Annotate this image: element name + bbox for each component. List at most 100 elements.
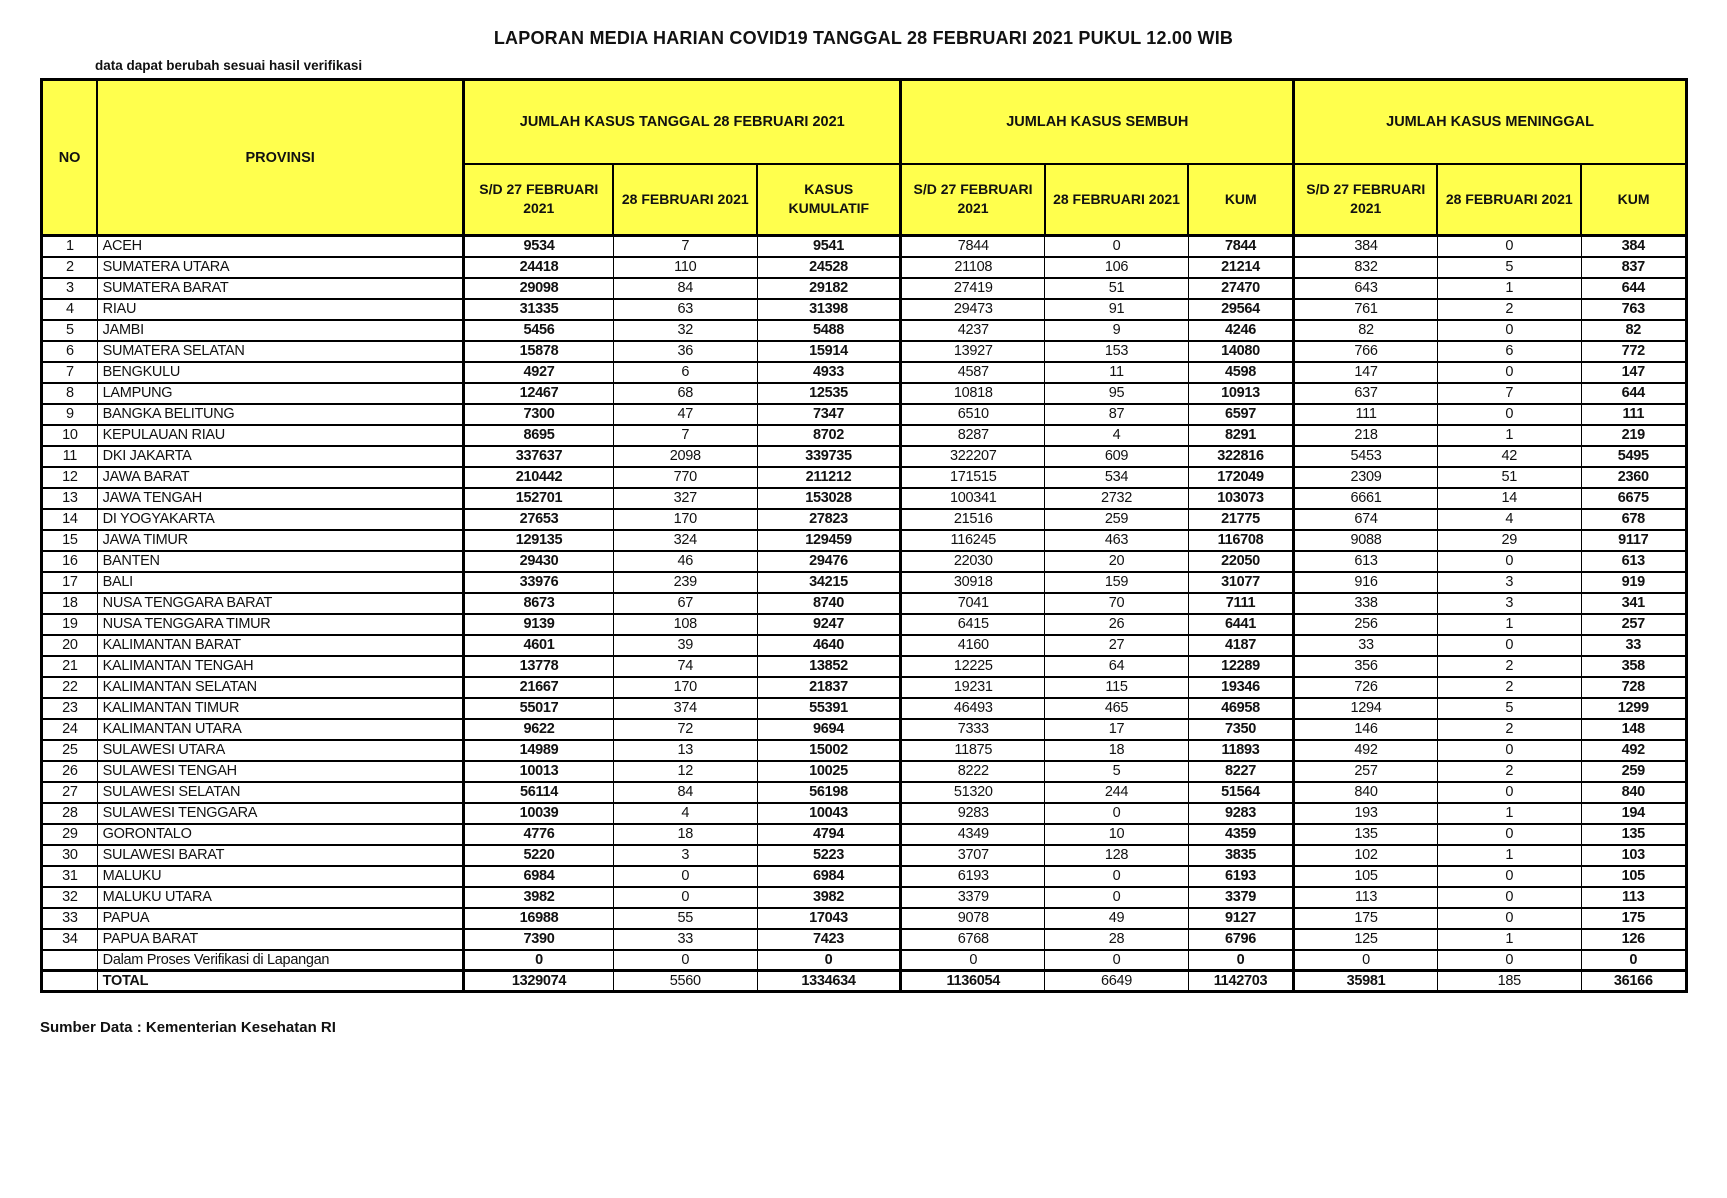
province-row: 5 JAMBI 5456 32 5488 4237 9 4246 82 0 82 (41, 318, 1688, 342)
cell-sd27_sembuh: 29473 (899, 297, 1046, 321)
cell-no: 3 (41, 276, 98, 300)
cell-kum_sembuh: 7844 (1187, 234, 1295, 258)
cell-kum_meninggal: 644 (1580, 276, 1688, 300)
cell-sd27_sembuh: 4160 (899, 633, 1046, 657)
cell-sd27_kasus: 29098 (462, 276, 614, 300)
cell-sd27_sembuh: 6193 (899, 864, 1046, 888)
cell-kum_sembuh: 11893 (1187, 738, 1295, 762)
cell-kum_meninggal: 194 (1580, 801, 1688, 825)
cell-feb28_kasus: 72 (612, 717, 758, 741)
cell-feb28_sembuh: 9 (1044, 318, 1189, 342)
cell-kasus_kumulatif: 17043 (756, 906, 902, 930)
cell-kum_meninggal: 257 (1580, 612, 1688, 636)
cell-sd27_kasus: 1329074 (462, 969, 614, 993)
cell-no: 11 (41, 444, 98, 468)
cell-kum_sembuh: 51564 (1187, 780, 1295, 804)
cell-provinsi: BALI (96, 570, 465, 594)
cell-sd27_sembuh: 6415 (899, 612, 1046, 636)
cell-feb28_kasus: 2098 (612, 444, 758, 468)
cell-no: 10 (41, 423, 98, 447)
cell-no: 4 (41, 297, 98, 321)
cell-feb28_kasus: 68 (612, 381, 758, 405)
province-row: 19 NUSA TENGGARA TIMUR 9139 108 9247 6415 26 64… (41, 612, 1688, 636)
cell-sd27_meninggal: 338 (1292, 591, 1438, 615)
province-row: 30 SULAWESI BARAT 5220 3 5223 3707 128 3835 102 1… (41, 843, 1688, 867)
cell-feb28_kasus: 12 (612, 759, 758, 783)
cell-sd27_meninggal: 175 (1292, 906, 1438, 930)
cell-sd27_sembuh: 51320 (899, 780, 1046, 804)
cell-kum_meninggal: 763 (1580, 297, 1688, 321)
cell-feb28_kasus: 63 (612, 297, 758, 321)
cell-sd27_sembuh: 11875 (899, 738, 1046, 762)
cell-feb28_kasus: 5560 (612, 969, 758, 993)
cell-sd27_sembuh: 12225 (899, 654, 1046, 678)
cell-sd27_sembuh: 30918 (899, 570, 1046, 594)
cell-kasus_kumulatif: 153028 (756, 486, 902, 510)
cell-feb28_sembuh: 0 (1044, 948, 1189, 972)
cell-kum_sembuh: 9127 (1187, 906, 1295, 930)
cell-feb28_sembuh: 17 (1044, 717, 1189, 741)
cell-sd27_kasus: 8673 (462, 591, 614, 615)
cell-kum_sembuh: 6796 (1187, 927, 1295, 951)
cell-feb28_sembuh: 18 (1044, 738, 1189, 762)
cell-kasus_kumulatif: 211212 (756, 465, 902, 489)
cell-kasus_kumulatif: 4640 (756, 633, 902, 657)
cell-sd27_sembuh: 4237 (899, 318, 1046, 342)
cell-feb28_meninggal: 1 (1436, 612, 1582, 636)
cell-feb28_sembuh: 64 (1044, 654, 1189, 678)
cell-kum_meninggal: 840 (1580, 780, 1688, 804)
cell-no: 32 (41, 885, 98, 909)
cell-feb28_sembuh: 27 (1044, 633, 1189, 657)
cell-kum_meninggal: 384 (1580, 234, 1688, 258)
cell-sd27_meninggal: 218 (1292, 423, 1438, 447)
cell-sd27_kasus: 4927 (462, 360, 614, 384)
cell-provinsi: JAWA TIMUR (96, 528, 465, 552)
cell-kasus_kumulatif: 15002 (756, 738, 902, 762)
province-row: 1 ACEH 9534 7 9541 7844 0 7844 384 0 384 (41, 234, 1688, 258)
cell-no: 19 (41, 612, 98, 636)
cell-kasus_kumulatif: 9541 (756, 234, 902, 258)
cell-feb28_meninggal: 0 (1436, 948, 1582, 972)
cell-feb28_sembuh: 95 (1044, 381, 1189, 405)
province-row: 33 PAPUA 16988 55 17043 9078 49 9127 175 0 175 (41, 906, 1688, 930)
cell-kum_meninggal: 358 (1580, 654, 1688, 678)
cell-sd27_sembuh: 3379 (899, 885, 1046, 909)
cell-kum_sembuh: 31077 (1187, 570, 1295, 594)
cell-feb28_meninggal: 2 (1436, 759, 1582, 783)
cell-feb28_kasus: 36 (612, 339, 758, 363)
province-row: 11 DKI JAKARTA 337637 2098 339735 322207 609 32… (41, 444, 1688, 468)
cell-kasus_kumulatif: 29182 (756, 276, 902, 300)
province-row: 25 SULAWESI UTARA 14989 13 15002 11875 18 11893… (41, 738, 1688, 762)
cell-no: 13 (41, 486, 98, 510)
cell-kum_sembuh: 29564 (1187, 297, 1295, 321)
cell-sd27_kasus: 4776 (462, 822, 614, 846)
cell-feb28_sembuh: 259 (1044, 507, 1189, 531)
province-row: 26 SULAWESI TENGAH 10013 12 10025 8222 5 8227 25… (41, 759, 1688, 783)
cell-provinsi: SULAWESI UTARA (96, 738, 465, 762)
cell-sd27_sembuh: 171515 (899, 465, 1046, 489)
cell-kum_meninggal: 36166 (1580, 969, 1688, 993)
cell-sd27_meninggal: 840 (1292, 780, 1438, 804)
cell-no (41, 969, 98, 993)
cell-feb28_meninggal: 7 (1436, 381, 1582, 405)
cell-kum_meninggal: 82 (1580, 318, 1688, 342)
cell-provinsi: MALUKU (96, 864, 465, 888)
cell-sd27_meninggal: 257 (1292, 759, 1438, 783)
province-row: 6 SUMATERA SELATAN 15878 36 15914 13927 153 140… (41, 339, 1688, 363)
cell-sd27_sembuh: 1136054 (899, 969, 1046, 993)
cell-sd27_sembuh: 8287 (899, 423, 1046, 447)
col-header-kum-meninggal: KUM (1580, 162, 1688, 237)
cell-kum_sembuh: 8227 (1187, 759, 1295, 783)
cell-kum_sembuh: 116708 (1187, 528, 1295, 552)
cell-kum_sembuh: 8291 (1187, 423, 1295, 447)
cell-provinsi: SULAWESI BARAT (96, 843, 465, 867)
cell-kasus_kumulatif: 9694 (756, 717, 902, 741)
cell-sd27_meninggal: 674 (1292, 507, 1438, 531)
cell-sd27_kasus: 24418 (462, 255, 614, 279)
cell-feb28_meninggal: 0 (1436, 864, 1582, 888)
cell-kum_meninggal: 492 (1580, 738, 1688, 762)
cell-feb28_sembuh: 463 (1044, 528, 1189, 552)
cell-sd27_sembuh: 4587 (899, 360, 1046, 384)
cell-feb28_sembuh: 0 (1044, 801, 1189, 825)
cell-feb28_meninggal: 2 (1436, 675, 1582, 699)
